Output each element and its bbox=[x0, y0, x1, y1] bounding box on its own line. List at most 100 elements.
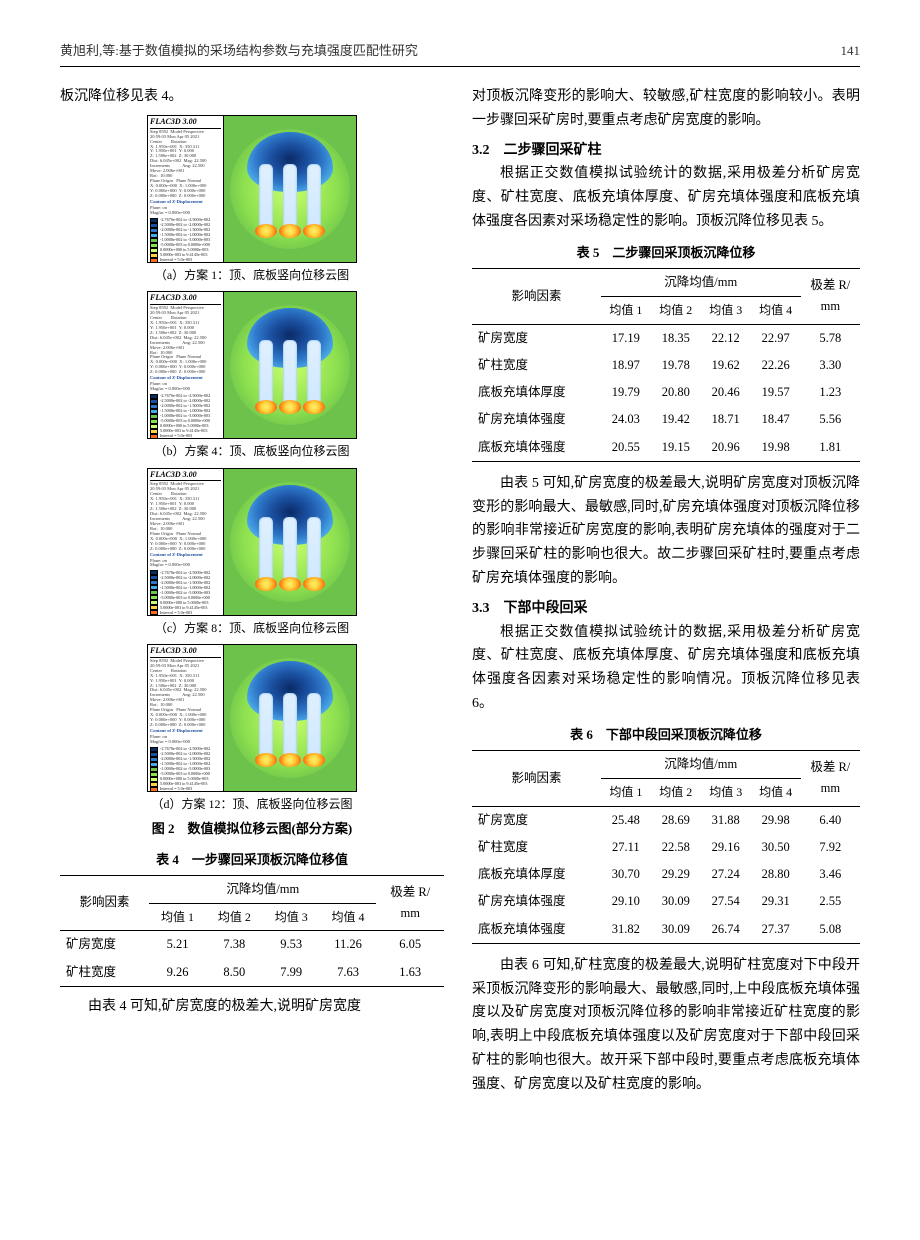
table-cell-value: 29.29 bbox=[651, 861, 701, 888]
table-cell-label: 矿柱宽度 bbox=[472, 834, 601, 861]
simulation-legend-panel: FLAC3D 3.00Step 8592 Model Perspective 2… bbox=[148, 116, 224, 262]
table-cell-value: 27.11 bbox=[601, 834, 651, 861]
table-cell-range: 5.08 bbox=[801, 916, 860, 944]
figure-2-caption: 图 2 数值模拟位移云图(部分方案) bbox=[60, 818, 444, 840]
page-number: 141 bbox=[841, 40, 861, 62]
table-cell-label: 矿房宽度 bbox=[472, 806, 601, 834]
contour-subtitle: Plane: on Magfac = 0.000e+000 bbox=[150, 382, 221, 392]
subfigure-caption: （b）方案 4：顶、底板竖向位移云图 bbox=[154, 441, 349, 461]
table-header-range: 极差 R/mm bbox=[376, 875, 444, 931]
table-subheader: 均值 1 bbox=[601, 297, 651, 324]
simulation-subfigure: FLAC3D 3.00Step 8592 Model Perspective 2… bbox=[147, 468, 357, 616]
table-cell-value: 22.97 bbox=[751, 324, 801, 352]
table-subheader: 均值 4 bbox=[751, 779, 801, 806]
table-cell-value: 22.26 bbox=[751, 352, 801, 379]
color-legend: -2.7670e-002 to -2.5000e-002-2.5000e-002… bbox=[150, 394, 221, 439]
table-cell-range: 1.81 bbox=[801, 434, 860, 462]
simulation-legend-panel: FLAC3D 3.00Step 8592 Model Perspective 2… bbox=[148, 469, 224, 615]
right-p2: 根据正交数值模拟试验统计的数据,采用极差分析矿房宽度、矿柱宽度、底板充填体厚度、… bbox=[472, 162, 860, 233]
table-cell-value: 19.57 bbox=[751, 379, 801, 406]
table-cell-value: 30.70 bbox=[601, 861, 651, 888]
table-cell-value: 20.80 bbox=[651, 379, 701, 406]
simulation-subfigure: FLAC3D 3.00Step 8592 Model Perspective 2… bbox=[147, 115, 357, 263]
table-cell-value: 29.98 bbox=[751, 806, 801, 834]
table-cell-value: 19.15 bbox=[651, 434, 701, 462]
table-cell-value: 25.48 bbox=[601, 806, 651, 834]
table-cell-range: 6.05 bbox=[376, 931, 444, 959]
table-subheader: 均值 2 bbox=[651, 297, 701, 324]
table-4: 影响因素沉降均值/mm极差 R/mm均值 1均值 2均值 3均值 4矿房宽度5.… bbox=[60, 875, 444, 987]
table-cell-label: 矿房充填体强度 bbox=[472, 888, 601, 915]
table-cell-range: 5.78 bbox=[801, 324, 860, 352]
left-para-after-t4: 由表 4 可知,矿房宽度的极差大,说明矿房宽度 bbox=[60, 995, 444, 1019]
table-cell-label: 底板充填体强度 bbox=[472, 434, 601, 462]
table-cell-value: 31.82 bbox=[601, 916, 651, 944]
table-4-title: 表 4 一步骤回采顶板沉降位移值 bbox=[60, 849, 444, 871]
table-cell-value: 17.19 bbox=[601, 324, 651, 352]
table-cell-value: 28.80 bbox=[751, 861, 801, 888]
table-cell-value: 27.24 bbox=[701, 861, 751, 888]
table-cell-range: 3.30 bbox=[801, 352, 860, 379]
page-header: 黄旭利,等:基于数值模拟的采场结构参数与充填强度匹配性研究 141 bbox=[60, 40, 860, 67]
table-cell-value: 11.26 bbox=[320, 931, 377, 959]
table-cell-range: 2.55 bbox=[801, 888, 860, 915]
left-intro: 板沉降位移见表 4。 bbox=[60, 85, 444, 109]
table-cell-value: 19.78 bbox=[651, 352, 701, 379]
table-cell-value: 28.69 bbox=[651, 806, 701, 834]
table-cell-value: 30.09 bbox=[651, 916, 701, 944]
table-cell-value: 27.54 bbox=[701, 888, 751, 915]
table-cell-value: 18.97 bbox=[601, 352, 651, 379]
software-title: FLAC3D 3.00 bbox=[150, 294, 221, 305]
right-p5: 由表 6 可知,矿柱宽度的极差最大,说明矿柱宽度对下中段开采顶板沉降变形的影响最… bbox=[472, 954, 860, 1097]
color-legend: -2.7670e-002 to -2.5000e-002-2.5000e-002… bbox=[150, 570, 221, 615]
table-cell-label: 矿房充填体强度 bbox=[472, 406, 601, 433]
subfigure-caption: （a）方案 1：顶、底板竖向位移云图 bbox=[155, 265, 349, 285]
table-header-group: 沉降均值/mm bbox=[601, 268, 801, 296]
table-row: 矿房宽度25.4828.6931.8829.986.40 bbox=[472, 806, 860, 834]
heading-3-3: 3.3 下部中段回采 bbox=[472, 597, 860, 621]
table-row: 矿柱宽度18.9719.7819.6222.263.30 bbox=[472, 352, 860, 379]
table-6: 影响因素沉降均值/mm极差 R/mm均值 1均值 2均值 3均值 4矿房宽度25… bbox=[472, 750, 860, 944]
contour-title: Contour of Z-Displacement bbox=[150, 553, 221, 558]
table-cell-value: 19.62 bbox=[701, 352, 751, 379]
table-subheader: 均值 1 bbox=[601, 779, 651, 806]
table-cell-value: 19.98 bbox=[751, 434, 801, 462]
table-cell-value: 22.12 bbox=[701, 324, 751, 352]
table-cell-range: 7.92 bbox=[801, 834, 860, 861]
simulation-contour-plot bbox=[224, 645, 356, 791]
table-cell-range: 1.63 bbox=[376, 959, 444, 987]
right-p4: 根据正交数值模拟试验统计的数据,采用极差分析矿房宽度、矿柱宽度、底板充填体厚度、… bbox=[472, 621, 860, 716]
table-cell-value: 7.63 bbox=[320, 959, 377, 987]
table-cell-value: 22.58 bbox=[651, 834, 701, 861]
table-cell-value: 29.16 bbox=[701, 834, 751, 861]
table-6-title: 表 6 下部中段回采顶板沉降位移 bbox=[472, 724, 860, 746]
right-p1: 对顶板沉降变形的影响大、较敏感,矿柱宽度的影响较小。表明一步骤回采矿房时,要重点… bbox=[472, 85, 860, 133]
right-column: 对顶板沉降变形的影响大、较敏感,矿柱宽度的影响较小。表明一步骤回采矿房时,要重点… bbox=[472, 85, 860, 1097]
table-cell-value: 20.46 bbox=[701, 379, 751, 406]
table-cell-value: 20.55 bbox=[601, 434, 651, 462]
contour-title: Contour of Z-Displacement bbox=[150, 200, 221, 205]
color-legend: -2.7670e-002 to -2.5000e-002-2.5000e-002… bbox=[150, 747, 221, 792]
table-row: 矿房宽度17.1918.3522.1222.975.78 bbox=[472, 324, 860, 352]
table-cell-range: 6.40 bbox=[801, 806, 860, 834]
table-row: 底板充填体强度20.5519.1520.9619.981.81 bbox=[472, 434, 860, 462]
simulation-legend-panel: FLAC3D 3.00Step 8592 Model Perspective 2… bbox=[148, 292, 224, 438]
table-cell-value: 7.99 bbox=[263, 959, 320, 987]
table-header-factor: 影响因素 bbox=[60, 875, 149, 931]
table-cell-value: 8.50 bbox=[206, 959, 263, 987]
table-cell-value: 29.10 bbox=[601, 888, 651, 915]
simulation-meta-text: Step 8592 Model Perspective 20:59:03 Mon… bbox=[150, 130, 221, 199]
subfigure-caption: （c）方案 8：顶、底板竖向位移云图 bbox=[155, 618, 349, 638]
table-cell-value: 18.47 bbox=[751, 406, 801, 433]
contour-subtitle: Plane: on Magfac = 0.000e+000 bbox=[150, 735, 221, 745]
simulation-contour-plot bbox=[224, 469, 356, 615]
table-cell-label: 矿柱宽度 bbox=[472, 352, 601, 379]
simulation-contour-plot bbox=[224, 292, 356, 438]
table-5: 影响因素沉降均值/mm极差 R/mm均值 1均值 2均值 3均值 4矿房宽度17… bbox=[472, 268, 860, 462]
table-cell-value: 9.26 bbox=[149, 959, 206, 987]
table-subheader: 均值 1 bbox=[149, 903, 206, 930]
table-row: 底板充填体厚度30.7029.2927.2428.803.46 bbox=[472, 861, 860, 888]
table-subheader: 均值 2 bbox=[206, 903, 263, 930]
right-p3: 由表 5 可知,矿房宽度的极差最大,说明矿房宽度对顶板沉降变形的影响最大、最敏感… bbox=[472, 472, 860, 591]
heading-3-2: 3.2 二步骤回采矿柱 bbox=[472, 139, 860, 163]
